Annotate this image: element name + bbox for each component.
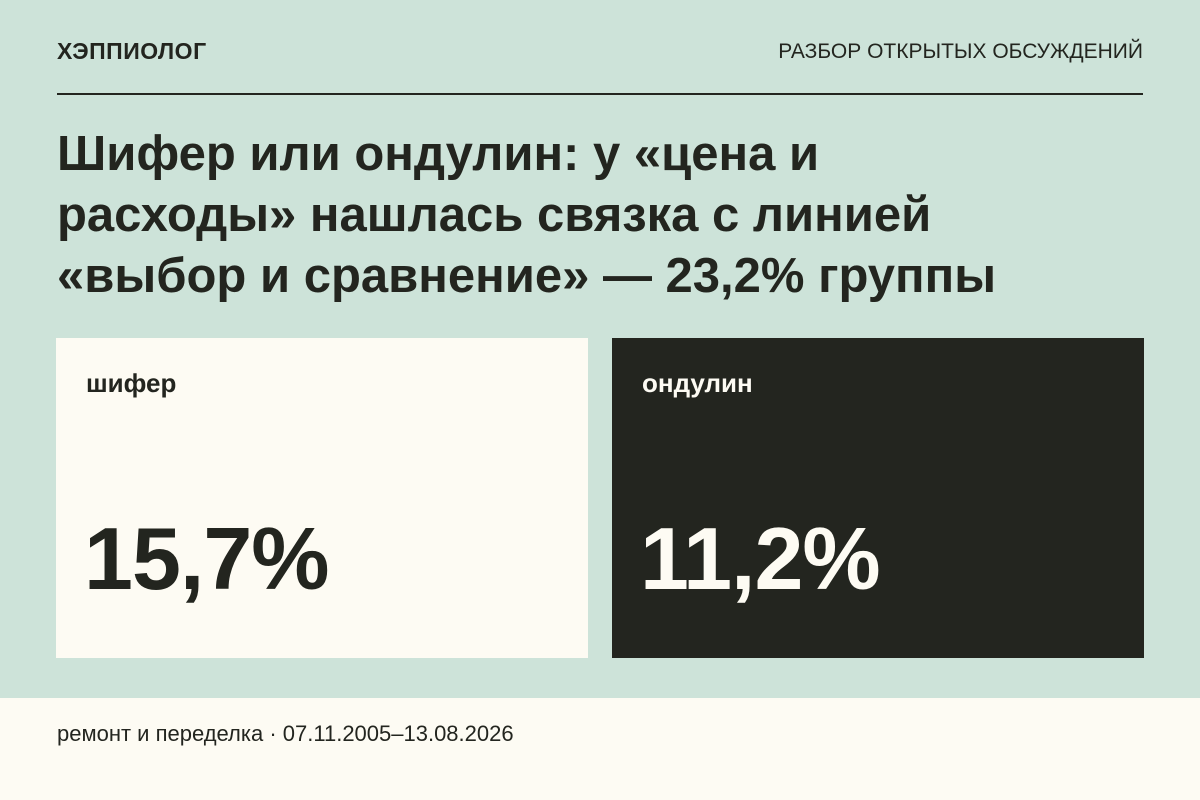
footer: ремонт и переделка · 07.11.2005–13.08.20… bbox=[57, 721, 514, 746]
divider bbox=[57, 93, 1143, 95]
card-value: 15,7% bbox=[84, 509, 330, 608]
card-label: шифер bbox=[86, 368, 177, 398]
title-line: Шифер или ондулин: у «цена и bbox=[57, 127, 820, 181]
brand: ХЭППИОЛОГ bbox=[57, 38, 207, 64]
card-label: ондулин bbox=[642, 368, 753, 398]
card-value: 11,2% bbox=[640, 509, 881, 608]
title: Шифер или ондулин: у «цена и расходы» наш… bbox=[57, 124, 996, 307]
section-label: РАЗБОР ОТКРЫТЫХ ОБСУЖДЕНИЙ bbox=[778, 40, 1143, 63]
title-line: расходы» нашлась связка с линией bbox=[57, 188, 932, 242]
title-line: «выбор и сравнение» — 23,2% группы bbox=[57, 249, 997, 303]
card: ондулин 11,2% bbox=[612, 338, 1144, 658]
card: шифер 15,7% bbox=[56, 338, 588, 658]
footer-band bbox=[0, 698, 1200, 800]
